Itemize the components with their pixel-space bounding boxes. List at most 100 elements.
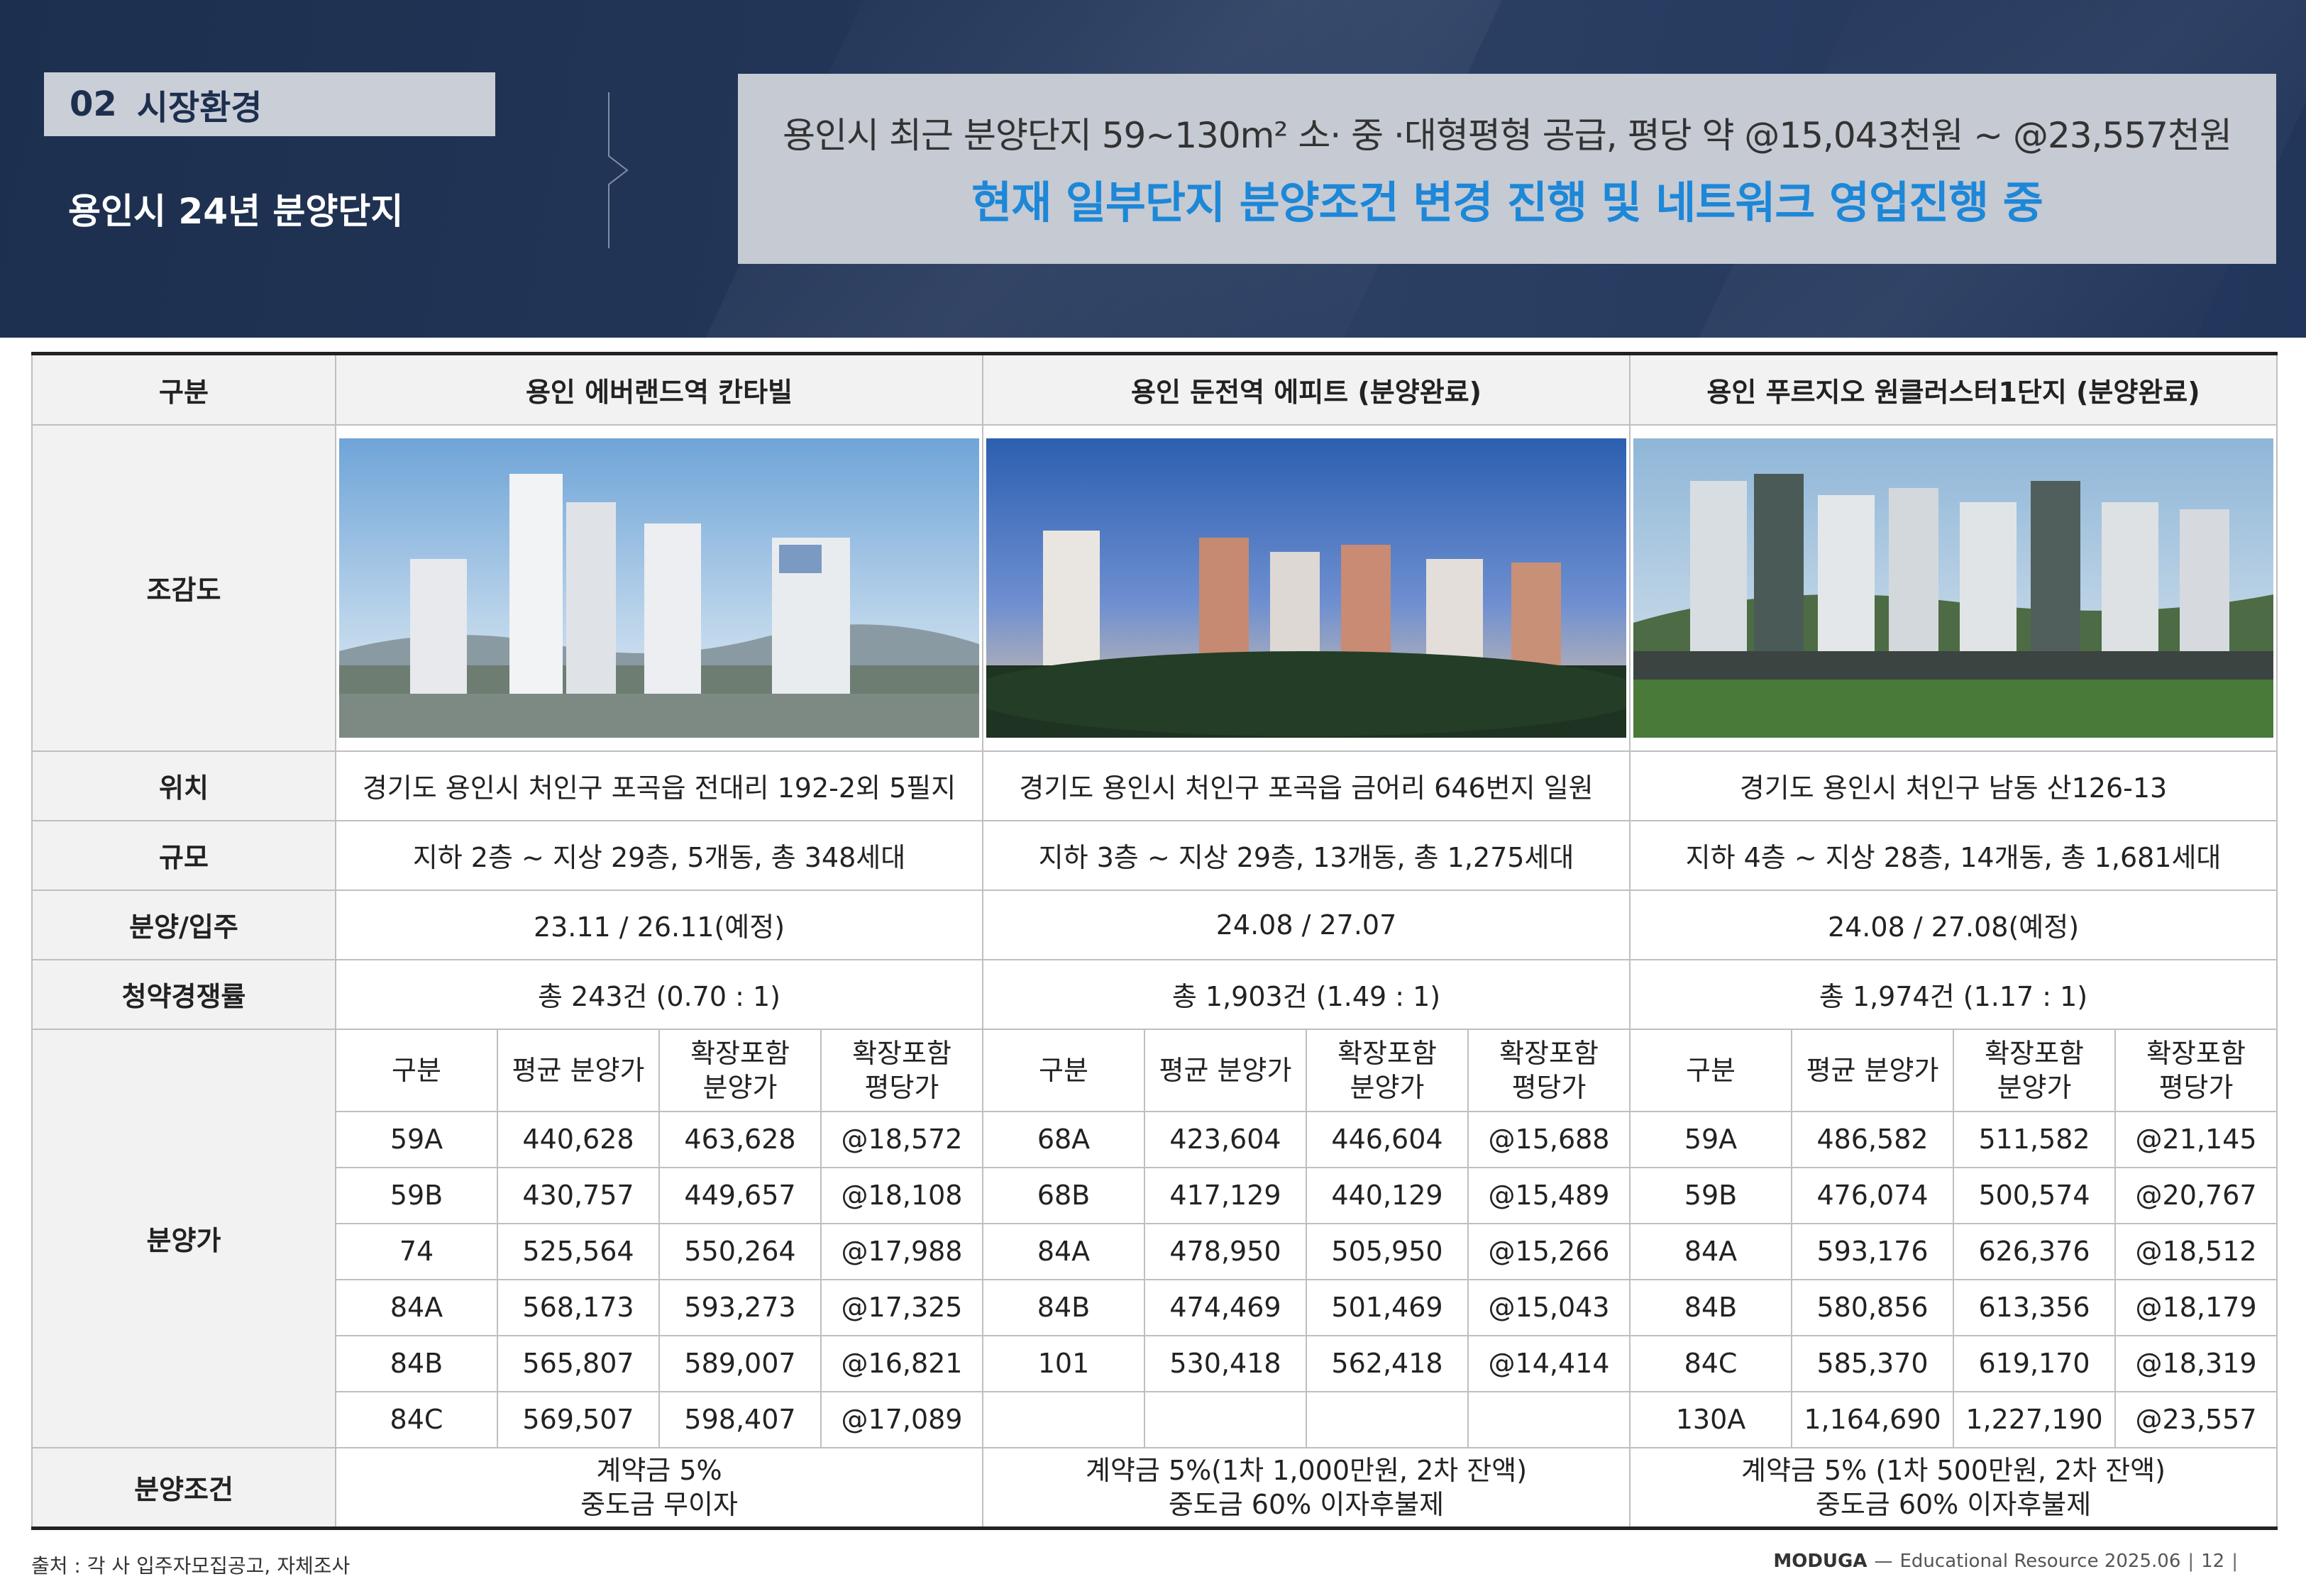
avg-price [1144, 1390, 1307, 1448]
building-rendering-image [339, 438, 979, 738]
unit-type: 59B [335, 1166, 498, 1224]
avg-price: 476,074 [1791, 1166, 1955, 1224]
price-per-pyeong: @23,557 [2114, 1390, 2278, 1448]
avg-price: 525,564 [497, 1222, 660, 1280]
rendering-row: 조감도 [31, 423, 2278, 752]
condition-line: 중도금 60% 이자후불제 [1168, 1488, 1445, 1520]
building-rendering-image [1633, 438, 2274, 738]
building-rendering-image [986, 438, 1626, 738]
price-row: 84B 565,807 589,007 @16,821 101 530,418 … [32, 1334, 2278, 1392]
location-value: 경기도 용인시 처인구 남동 산126-13 [1629, 750, 2278, 821]
unit-type: 59A [335, 1110, 498, 1168]
location-row: 위치 경기도 용인시 처인구 포곡읍 전대리 192-2외 5필지 경기도 용인… [31, 750, 2278, 821]
ext-price: 449,657 [658, 1166, 822, 1224]
complex-name: 용인 에버랜드역 칸타빌 [335, 352, 983, 426]
price-col-pp-line: 평당가 [1511, 1071, 1587, 1103]
unit-type: 74 [335, 1222, 498, 1280]
price-col-ext-line: 분양가 [702, 1071, 778, 1103]
section-badge: 02 시장환경 [44, 72, 495, 136]
condition-value: 계약금 5%(1차 1,000만원, 2차 잔액) 중도금 60% 이자후불제 [981, 1446, 1631, 1530]
summary-highlight: 현재 일부단지 분양조건 변경 진행 및 네트워크 영업진행 중 [971, 177, 2043, 228]
page-separator: | [2231, 1551, 2238, 1572]
ext-price: 562,418 [1306, 1334, 1469, 1392]
price-row: 84C 569,507 598,407 @17,089 130A 1,164,6… [32, 1390, 2278, 1448]
unit-type: 84B [982, 1278, 1145, 1336]
price-per-pyeong: @15,489 [1467, 1166, 1631, 1224]
page-separator: | [2188, 1551, 2195, 1572]
complex-name: 용인 푸르지오 원클러스터1단지 (분양완료) [1629, 352, 2278, 426]
price-per-pyeong [1467, 1390, 1631, 1448]
unit-type: 84B [1629, 1278, 1793, 1336]
condition-line: 계약금 5%(1차 1,000만원, 2차 잔액) [1085, 1454, 1528, 1486]
ext-price: 613,356 [1953, 1278, 2117, 1336]
price-col-type: 구분 [335, 1028, 498, 1112]
price-per-pyeong: @15,266 [1467, 1222, 1631, 1280]
price-col-ext-line: 분양가 [1350, 1071, 1425, 1103]
header-label: 구분 [31, 352, 336, 426]
price-per-pyeong: @15,688 [1467, 1110, 1631, 1168]
scale-row: 규모 지하 2층 ~ 지상 29층, 5개동, 총 348세대 지하 3층 ~ … [31, 819, 2278, 891]
price-per-pyeong: @17,325 [820, 1278, 983, 1336]
price-col-pp: 확장포함 평당가 [1467, 1028, 1631, 1112]
condition-line: 중도금 60% 이자후불제 [1815, 1488, 2092, 1520]
price-per-pyeong: @18,319 [2114, 1334, 2278, 1392]
summary-box: 용인시 최근 분양단지 59~130m² 소· 중 ·대형평형 공급, 평당 약… [738, 74, 2276, 264]
unit-type: 84C [335, 1390, 498, 1448]
ext-price: 463,628 [658, 1110, 822, 1168]
rendering-image-cell [335, 423, 983, 752]
price-per-pyeong: @14,414 [1467, 1334, 1631, 1392]
price-col-type: 구분 [982, 1028, 1145, 1112]
avg-price: 585,370 [1791, 1334, 1955, 1392]
unit-type: 59A [1629, 1110, 1793, 1168]
row-label: 조감도 [31, 423, 336, 752]
scale-value: 지하 4층 ~ 지상 28층, 14개동, 총 1,681세대 [1629, 819, 2278, 891]
unit-type: 84A [982, 1222, 1145, 1280]
unit-type: 68B [982, 1166, 1145, 1224]
price-col-ext-line: 분양가 [1997, 1071, 2072, 1103]
price-row: 74 525,564 550,264 @17,988 84A 478,950 5… [32, 1222, 2278, 1280]
avg-price: 593,176 [1791, 1222, 1955, 1280]
price-per-pyeong: @21,145 [2114, 1110, 2278, 1168]
row-label: 규모 [31, 819, 336, 891]
table-header-row: 구분 용인 에버랜드역 칸타빌 용인 둔전역 에피트 (분양완료) 용인 푸르지… [31, 352, 2278, 426]
ext-price: 1,227,190 [1953, 1390, 2117, 1448]
price-per-pyeong: @20,767 [2114, 1166, 2278, 1224]
avg-price: 568,173 [497, 1278, 660, 1336]
row-label: 위치 [31, 750, 336, 821]
competition-value: 총 243건 (0.70 : 1) [335, 958, 983, 1030]
ext-price: 619,170 [1953, 1334, 2117, 1392]
unit-type: 101 [982, 1334, 1145, 1392]
price-row: 59A 440,628 463,628 @18,572 68A 423,604 … [32, 1110, 2278, 1168]
price-per-pyeong: @18,512 [2114, 1222, 2278, 1280]
unit-type [982, 1390, 1145, 1448]
unit-type: 59B [1629, 1166, 1793, 1224]
avg-price: 580,856 [1791, 1278, 1955, 1336]
rendering-image-cell [981, 423, 1631, 752]
price-col-ext: 확장포함 분양가 [1953, 1028, 2117, 1112]
price-col-pp: 확장포함 평당가 [820, 1028, 983, 1112]
header-banner: 02 시장환경 용인시 24년 분양단지 용인시 최근 분양단지 59~130m… [0, 0, 2306, 338]
schedule-row: 분양/입주 23.11 / 26.11(예정) 24.08 / 27.07 24… [31, 889, 2278, 960]
schedule-value: 23.11 / 26.11(예정) [335, 889, 983, 960]
avg-price: 417,129 [1144, 1166, 1307, 1224]
condition-line: 계약금 5% (1차 500만원, 2차 잔액) [1741, 1454, 2166, 1486]
avg-price: 478,950 [1144, 1222, 1307, 1280]
source-note: 출처 : 각 사 입주자모집공고, 자체조사 [31, 1554, 351, 1578]
avg-price: 1,164,690 [1791, 1390, 1955, 1448]
price-col-pp-line: 확장포함 [1499, 1037, 1599, 1069]
summary-line: 용인시 최근 분양단지 59~130m² 소· 중 ·대형평형 공급, 평당 약… [783, 115, 2232, 156]
ext-price: 589,007 [658, 1334, 822, 1392]
complex-name: 용인 둔전역 에피트 (분양완료) [981, 352, 1631, 426]
price-col-avg: 평균 분양가 [1144, 1028, 1307, 1112]
price-col-ext-line: 확장포함 [1337, 1037, 1437, 1069]
price-per-pyeong: @18,108 [820, 1166, 983, 1224]
row-label: 분양/입주 [31, 889, 336, 960]
location-value: 경기도 용인시 처인구 포곡읍 금어리 646번지 일원 [981, 750, 1631, 821]
price-col-ext-line: 확장포함 [690, 1037, 790, 1069]
avg-price: 565,807 [497, 1334, 660, 1392]
ext-price: 626,376 [1953, 1222, 2117, 1280]
footer-brand: MODUGA — Educational Resource 2025.06 | … [1773, 1551, 2238, 1572]
price-per-pyeong: @17,089 [820, 1390, 983, 1448]
avg-price: 440,628 [497, 1110, 660, 1168]
ext-price: 505,950 [1306, 1222, 1469, 1280]
